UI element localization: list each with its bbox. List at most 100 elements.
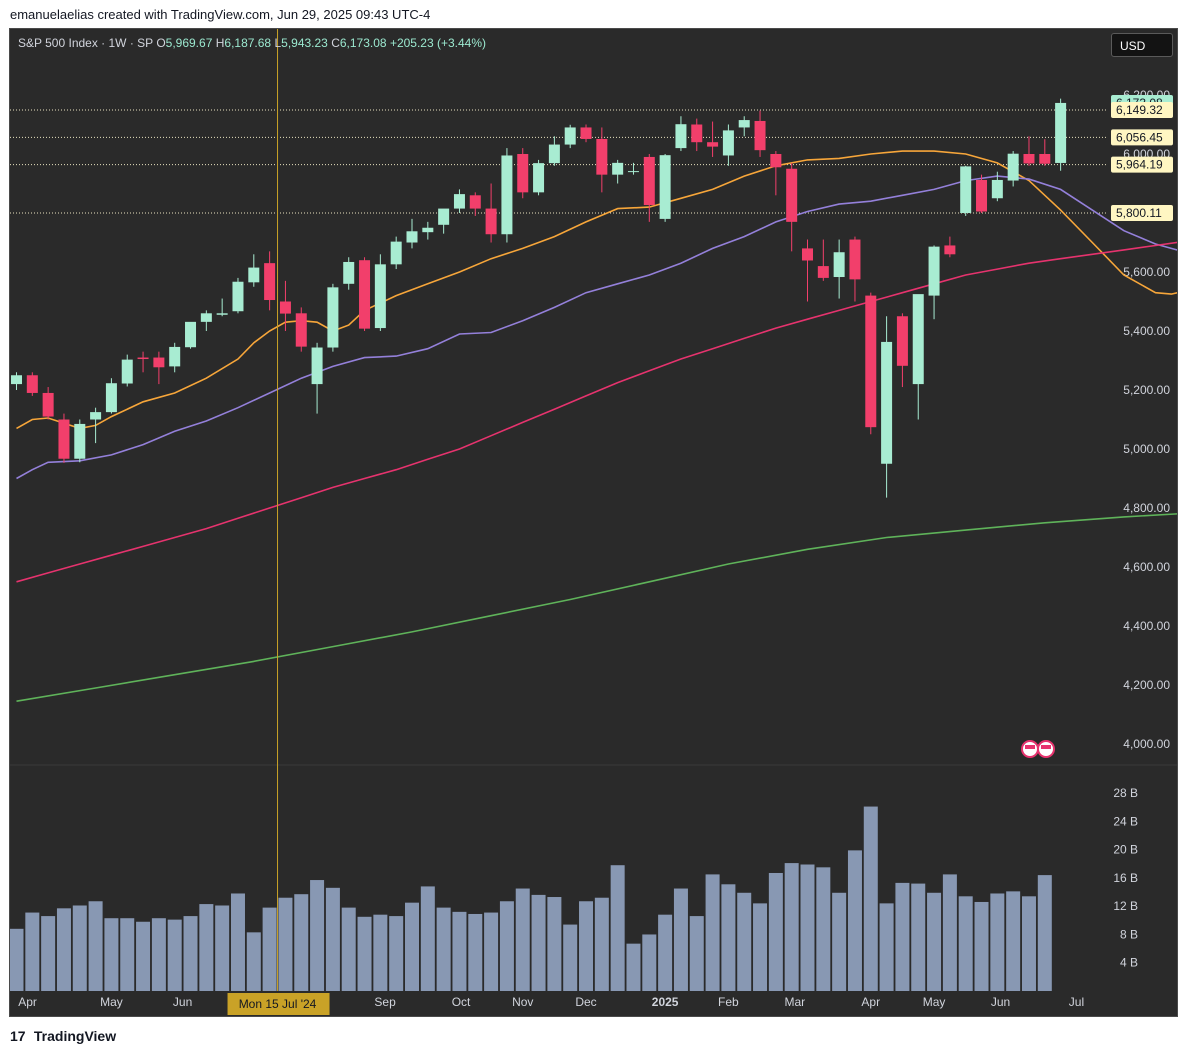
ma-purple-line <box>16 175 1177 480</box>
symbol-name: S&P 500 Index · 1W · SP <box>18 36 153 50</box>
candle-down <box>976 179 988 212</box>
price-tick-label: 4,800.00 <box>1123 501 1170 515</box>
volume-bar <box>199 904 214 991</box>
candle-up <box>248 267 260 283</box>
volume-bar <box>341 907 356 991</box>
volume-bar <box>784 863 799 991</box>
candle-down <box>770 154 782 168</box>
volume-bar <box>816 867 831 991</box>
volume-bar <box>56 908 71 991</box>
level-price-label-bg <box>1111 204 1173 221</box>
candle-up <box>675 124 687 149</box>
level-price-label: 6,056.45 <box>1116 130 1163 144</box>
candle-up <box>738 120 750 128</box>
candle-down <box>643 156 655 206</box>
volume-bar <box>294 894 309 991</box>
volume-bar <box>10 928 24 991</box>
volume-bar <box>847 850 862 991</box>
volume-bar <box>183 916 198 991</box>
candle-down <box>1023 154 1035 164</box>
volume-tick-label: 8 B <box>1120 927 1138 941</box>
candle-up <box>833 252 845 278</box>
volume-bar <box>911 883 926 991</box>
volume-bar <box>420 886 435 991</box>
chart-pane[interactable]: 4,000.00 4,200.00 4,400.00 4,600.00 4,800.00… <box>9 28 1178 1017</box>
low-label: L <box>274 36 282 50</box>
candle-down <box>469 195 481 209</box>
tradingview-logo: 17 TradingView <box>10 1028 116 1044</box>
volume-bar <box>484 912 499 991</box>
volume-bar <box>563 924 578 991</box>
time-tick-label: Jun <box>173 995 192 1009</box>
volume-bar <box>721 884 736 991</box>
candle-up <box>232 281 244 312</box>
volume-tick-label: 4 B <box>1120 956 1138 970</box>
price-tick-label: 4,400.00 <box>1123 619 1170 633</box>
volume-bar <box>405 902 419 991</box>
high-label: H <box>215 36 225 50</box>
time-tick-label: 2025 <box>652 995 679 1009</box>
candle-up <box>374 264 386 329</box>
candle-up <box>406 231 418 243</box>
candle-down <box>153 357 165 368</box>
price-tick-label: 5,400.00 <box>1123 324 1170 338</box>
volume-bar <box>737 892 752 991</box>
volume-bar <box>531 894 546 991</box>
volume-bar <box>547 897 562 991</box>
time-tick-label: Feb <box>718 995 739 1009</box>
candle-down <box>26 375 38 393</box>
candle-down <box>137 357 149 360</box>
candle-up <box>11 375 22 385</box>
candle-up <box>1055 102 1067 163</box>
candle-down <box>754 120 766 151</box>
volume-bar <box>452 911 467 991</box>
candle-up <box>928 246 940 296</box>
level-price-label-bg <box>1111 129 1173 146</box>
candle-up <box>311 347 323 385</box>
candle-up <box>438 208 450 225</box>
volume-bar <box>689 916 704 991</box>
candle-up <box>169 346 181 367</box>
volume-tick-label: 24 B <box>1113 814 1138 828</box>
candle-up <box>627 171 639 173</box>
volume-bar <box>594 897 609 991</box>
candle-up <box>1007 153 1019 181</box>
price-tick-label: 4,600.00 <box>1123 560 1170 574</box>
volume-bar <box>357 916 372 991</box>
candle-up <box>659 155 671 219</box>
volume-tick-label: 28 B <box>1113 786 1138 800</box>
time-tick-label: Jul <box>1069 995 1084 1009</box>
volume-bar <box>515 888 530 991</box>
candle-up <box>200 313 212 322</box>
volume-bar <box>104 918 119 991</box>
change-value: +205.23 (+3.44%) <box>389 36 487 50</box>
currency-button[interactable]: USD <box>1111 33 1173 57</box>
candle-down <box>359 260 371 329</box>
volume-bar <box>768 872 783 991</box>
candle-down <box>802 248 813 261</box>
price-tick-label: 4,000.00 <box>1123 737 1170 751</box>
time-tick-label: Sep <box>374 995 396 1009</box>
volume-bar <box>262 907 277 991</box>
candle-up <box>422 227 434 233</box>
logo-mark: 17 <box>10 1028 26 1044</box>
volume-bar <box>832 892 847 991</box>
price-tick-label: 4,200.00 <box>1123 678 1170 692</box>
volume-bar <box>1037 875 1052 991</box>
volume-bar <box>72 905 87 991</box>
chart-svg[interactable]: 4,000.00 4,200.00 4,400.00 4,600.00 4,800.00… <box>10 29 1177 1016</box>
symbol-legend: S&P 500 Index · 1W · SP O5,969.67 H6,187… <box>18 36 486 50</box>
crosshair-time-badge <box>227 993 330 1015</box>
volume-bar <box>927 892 942 991</box>
volume-bar <box>389 916 404 991</box>
volume-bar <box>468 913 483 991</box>
candle-up <box>960 166 972 213</box>
volume-bar <box>278 897 293 991</box>
volume-bar <box>88 901 103 991</box>
candle-up <box>390 241 402 265</box>
volume-bar <box>626 943 641 991</box>
candle-up <box>548 144 560 164</box>
volume-bar <box>610 865 625 991</box>
candle-up <box>564 127 576 145</box>
volume-bar <box>974 901 989 991</box>
